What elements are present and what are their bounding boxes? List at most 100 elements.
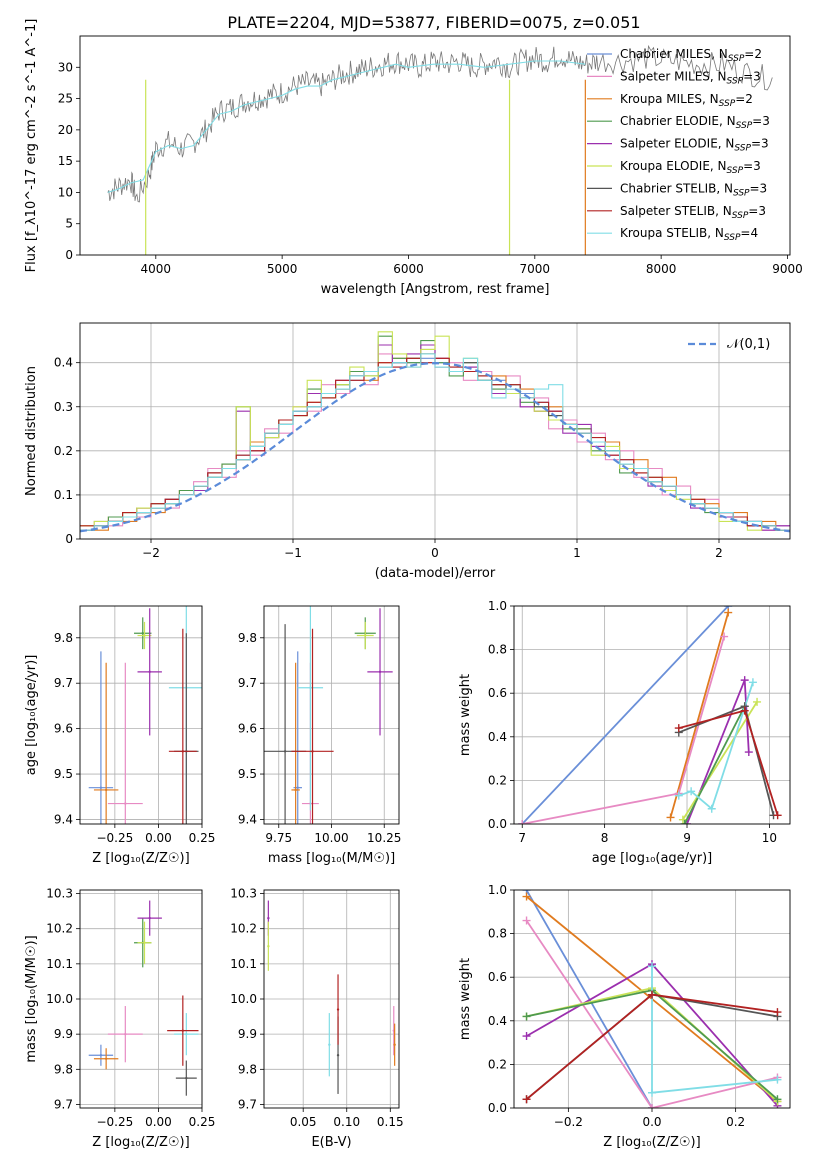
x-tick-label: 0 bbox=[431, 546, 439, 560]
y-tick-label: 10.1 bbox=[46, 957, 73, 971]
x-tick-label: 9.75 bbox=[265, 831, 292, 845]
plus-marker bbox=[744, 748, 753, 757]
y-axis-label: mass weight bbox=[458, 958, 473, 1040]
x-tick-label: 0.00 bbox=[145, 1115, 172, 1129]
y-tick-label: 0.0 bbox=[488, 1101, 507, 1115]
y-tick-label: 9.8 bbox=[238, 631, 257, 645]
y-tick-label: 9.6 bbox=[54, 722, 73, 736]
y-tick-label: 30 bbox=[58, 60, 73, 74]
legend-label: Salpeter STELIB, NSSP=3 bbox=[620, 204, 766, 221]
y-axis-label: Flux [f_λ10^-17 erg cm^-2 s^-1 A^-1] bbox=[24, 19, 39, 273]
data-point bbox=[124, 1032, 127, 1036]
y-tick-label: 0 bbox=[65, 248, 73, 262]
data-point bbox=[328, 1043, 331, 1046]
plot-area-weight_vs_Z bbox=[522, 890, 782, 1108]
legend-label: Chabrier STELIB, NSSP=3 bbox=[620, 181, 767, 198]
plus-marker bbox=[648, 990, 656, 999]
x-tick-label: 7000 bbox=[520, 262, 551, 276]
plus-marker bbox=[522, 1032, 531, 1041]
axes-frame bbox=[79, 605, 203, 825]
x-tick-label: 8 bbox=[601, 831, 609, 845]
legend-label: Chabrier MILES, NSSP=2 bbox=[620, 47, 762, 64]
weight-line bbox=[682, 701, 758, 821]
observed-spectrum-line bbox=[107, 44, 773, 203]
weight-line bbox=[683, 705, 746, 824]
plus-marker bbox=[753, 697, 762, 706]
y-tick-label: 25 bbox=[58, 92, 73, 106]
x-axis-label: wavelength [Angstrom, rest frame] bbox=[321, 282, 550, 297]
plus-marker bbox=[522, 1095, 531, 1104]
legend-label: Kroupa ELODIE, NSSP=3 bbox=[620, 159, 761, 176]
x-tick-label: 9000 bbox=[772, 262, 803, 276]
histogram-step bbox=[80, 353, 790, 531]
x-axis-label: mass [log₁₀(M/M☉)] bbox=[268, 851, 395, 866]
plus-marker bbox=[707, 804, 716, 813]
plus-marker bbox=[522, 916, 531, 925]
x-tick-label: 8000 bbox=[646, 262, 677, 276]
y-tick-label: 1.0 bbox=[488, 883, 507, 897]
y-tick-label: 9.6 bbox=[238, 722, 257, 736]
y-tick-label: 0.2 bbox=[54, 444, 73, 458]
x-tick-label: 0.2 bbox=[726, 1115, 745, 1129]
y-tick-label: 9.8 bbox=[54, 1062, 73, 1076]
data-point bbox=[311, 750, 314, 753]
chart-residuals: −2 −1 0 1 2 0 0.1 0.2 0.3 0.4 (data-model)/error No… bbox=[24, 322, 791, 581]
data-point bbox=[99, 1054, 103, 1057]
plot-area-residuals bbox=[80, 331, 790, 533]
plot-area-spectrum bbox=[107, 44, 773, 255]
data-point bbox=[148, 916, 151, 920]
y-tick-label: 10.0 bbox=[46, 992, 73, 1006]
data-point bbox=[309, 686, 312, 689]
data-point bbox=[143, 941, 146, 944]
plus-marker bbox=[773, 1008, 782, 1017]
y-tick-label: 9.7 bbox=[54, 1097, 73, 1111]
x-tick-label: 2 bbox=[715, 546, 723, 560]
data-point bbox=[294, 788, 297, 792]
weight-line bbox=[678, 705, 775, 816]
y-tick-label: 20 bbox=[58, 123, 73, 137]
x-axis-label: Z [log₁₀(Z/Z☉)] bbox=[603, 1135, 700, 1150]
axes-frame bbox=[513, 605, 791, 825]
figure-title: PLATE=2204, MJD=53877, FIBERID=0075, z=0… bbox=[227, 13, 640, 32]
y-tick-label: 9.5 bbox=[54, 767, 73, 781]
data-point bbox=[141, 632, 144, 635]
x-axis-label: age [log₁₀(age/yr)] bbox=[592, 851, 713, 866]
x-axis-label: Z [log₁₀(Z/Z☉)] bbox=[92, 851, 189, 866]
data-point bbox=[181, 1029, 185, 1032]
y-tick-label: 0.4 bbox=[488, 1014, 507, 1028]
y-tick-label: 10.0 bbox=[230, 992, 257, 1006]
x-tick-label: 0.15 bbox=[377, 1115, 404, 1129]
data-point bbox=[378, 670, 382, 674]
y-tick-label: 9.9 bbox=[238, 1027, 257, 1041]
x-tick-label: −0.25 bbox=[96, 831, 133, 845]
x-tick-label: −0.2 bbox=[554, 1115, 583, 1129]
plus-marker bbox=[740, 706, 749, 715]
y-tick-label: 10.3 bbox=[46, 887, 73, 901]
plus-marker bbox=[683, 820, 692, 824]
data-point bbox=[267, 945, 270, 948]
plus-marker bbox=[773, 1075, 782, 1084]
y-tick-label: 9.9 bbox=[54, 1027, 73, 1041]
plus-marker bbox=[674, 724, 683, 733]
legend-label: 𝒩(0,1) bbox=[727, 337, 770, 352]
x-tick-label: 10.00 bbox=[314, 831, 348, 845]
y-tick-label: 0.6 bbox=[488, 686, 507, 700]
axes-frame bbox=[263, 605, 400, 825]
y-tick-label: 0.4 bbox=[488, 730, 507, 744]
weight-line bbox=[525, 890, 653, 1108]
plus-marker bbox=[648, 1104, 656, 1108]
x-tick-label: −2 bbox=[142, 546, 160, 560]
chart-mass_vs_Z: −0.25 0.00 0.25 9.7 9.8 9.9 10.0 10.1 10.2 10.3 Z … bbox=[24, 887, 215, 1150]
y-tick-label: 10.2 bbox=[230, 922, 257, 936]
x-tick-label: 4000 bbox=[141, 262, 172, 276]
plot-area-mass_vs_ebv bbox=[267, 900, 396, 1094]
weight-line bbox=[522, 636, 725, 824]
axes-frame bbox=[79, 35, 791, 256]
chart-age_vs_Z: −0.25 0.00 0.25 9.4 9.5 9.6 9.7 9.8 Z [log₁₀(Z/Z… bbox=[24, 605, 215, 866]
y-tick-label: 9.4 bbox=[238, 812, 257, 826]
y-tick-label: 9.8 bbox=[238, 1062, 257, 1076]
legend-label: Chabrier ELODIE, NSSP=3 bbox=[620, 114, 770, 131]
x-tick-label: 1 bbox=[573, 546, 581, 560]
plot-area-mass_vs_Z bbox=[88, 900, 199, 1096]
y-tick-label: 9.8 bbox=[54, 631, 73, 645]
